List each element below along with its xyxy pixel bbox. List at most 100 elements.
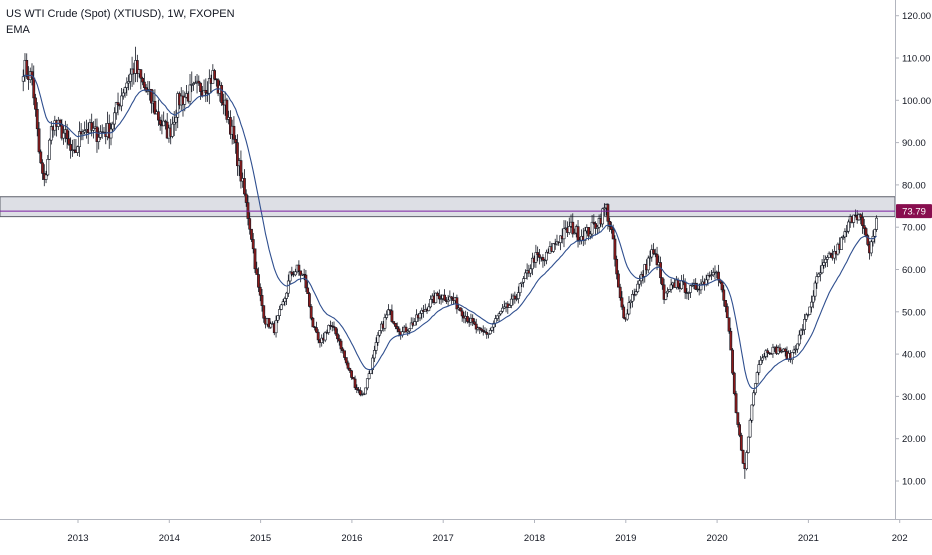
candle-body bbox=[369, 369, 373, 375]
candle bbox=[466, 311, 469, 324]
candle bbox=[121, 88, 125, 100]
candle bbox=[490, 326, 494, 332]
x-tick-label: 2021 bbox=[798, 533, 819, 544]
candle bbox=[736, 412, 740, 428]
candle-body bbox=[220, 85, 224, 104]
candle-body bbox=[260, 295, 264, 306]
candle bbox=[92, 121, 95, 139]
x-tick-label: 2019 bbox=[615, 533, 636, 544]
y-tick-label: 80.00 bbox=[902, 180, 926, 191]
candle bbox=[818, 265, 822, 282]
candle bbox=[348, 367, 352, 374]
candle-body bbox=[655, 253, 659, 266]
candle-body bbox=[808, 306, 812, 315]
candle-body bbox=[392, 321, 396, 324]
candle-body bbox=[81, 131, 85, 135]
candle-body bbox=[522, 278, 526, 283]
candle-body bbox=[67, 138, 71, 145]
candle bbox=[193, 75, 197, 84]
candle bbox=[804, 312, 808, 322]
candle bbox=[766, 348, 770, 358]
candle bbox=[225, 97, 229, 123]
candle bbox=[602, 203, 606, 216]
y-tick-label: 90.00 bbox=[902, 138, 926, 149]
candle-body bbox=[383, 317, 387, 329]
candle-body bbox=[594, 223, 598, 229]
candle bbox=[808, 306, 812, 315]
candle bbox=[797, 330, 801, 347]
candle bbox=[629, 299, 633, 309]
candle bbox=[76, 145, 80, 156]
candle-body bbox=[286, 280, 290, 294]
candle bbox=[385, 310, 389, 320]
y-tick-label: 60.00 bbox=[902, 265, 926, 276]
candle bbox=[687, 291, 691, 301]
candle bbox=[220, 82, 224, 106]
candle bbox=[109, 122, 113, 146]
candle bbox=[183, 91, 187, 112]
candle-body bbox=[236, 142, 239, 167]
candle bbox=[488, 328, 492, 335]
candle bbox=[502, 300, 506, 310]
candle bbox=[722, 285, 726, 307]
candle-body bbox=[332, 326, 336, 328]
candle-body bbox=[49, 126, 53, 141]
ema-line bbox=[22, 74, 877, 390]
candle-body bbox=[676, 279, 680, 288]
candle-body bbox=[820, 265, 824, 274]
candle-body bbox=[854, 214, 857, 217]
candle-body bbox=[434, 292, 438, 303]
candle-body bbox=[120, 95, 123, 107]
candle-body bbox=[799, 329, 803, 336]
candle bbox=[374, 337, 378, 355]
candle bbox=[813, 280, 817, 301]
candle-body bbox=[832, 251, 836, 259]
candle-body bbox=[827, 252, 831, 258]
candle bbox=[699, 279, 703, 294]
candle-body bbox=[257, 274, 260, 288]
candle-body bbox=[376, 334, 380, 343]
candle bbox=[720, 281, 724, 293]
candle bbox=[595, 224, 599, 234]
candle-body bbox=[44, 174, 48, 180]
candle bbox=[523, 269, 527, 279]
candle bbox=[364, 387, 367, 395]
candle bbox=[113, 107, 116, 130]
candle bbox=[250, 228, 253, 242]
candle bbox=[213, 68, 216, 81]
candle-body bbox=[771, 346, 775, 355]
candle-body bbox=[783, 348, 787, 352]
candle-body bbox=[144, 87, 148, 92]
candle-body bbox=[460, 310, 464, 317]
candle-body bbox=[374, 342, 378, 351]
candle bbox=[418, 311, 422, 322]
candle bbox=[615, 255, 619, 280]
y-tick-label: 20.00 bbox=[902, 434, 926, 445]
candle bbox=[35, 102, 39, 137]
candle bbox=[69, 137, 73, 159]
candle-body bbox=[278, 309, 281, 316]
candle bbox=[667, 289, 671, 293]
candle bbox=[478, 326, 482, 334]
candle bbox=[257, 267, 260, 292]
candle bbox=[293, 268, 297, 277]
candle-body bbox=[520, 281, 524, 284]
candle-body bbox=[250, 228, 253, 240]
candle-body bbox=[21, 76, 25, 82]
candle-body bbox=[62, 132, 66, 139]
y-tick-label: 50.00 bbox=[902, 307, 926, 318]
candle-body bbox=[864, 228, 868, 236]
candle-body bbox=[443, 294, 447, 301]
candle-body bbox=[515, 298, 518, 300]
candle bbox=[803, 313, 806, 335]
candle bbox=[58, 118, 62, 127]
candle bbox=[840, 236, 843, 250]
candle bbox=[274, 315, 278, 338]
candle-body bbox=[752, 392, 756, 406]
candle-body bbox=[123, 87, 127, 94]
candle bbox=[439, 294, 443, 305]
candle bbox=[41, 159, 44, 181]
candle-body bbox=[738, 424, 741, 436]
